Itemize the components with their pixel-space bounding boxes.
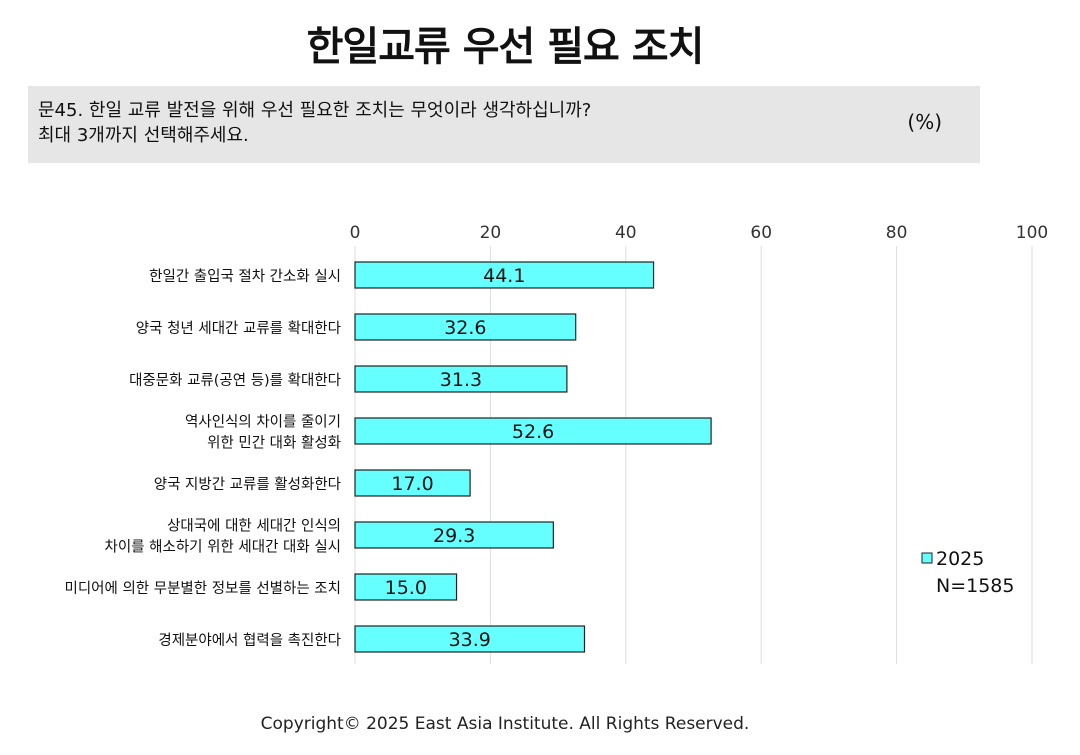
bar: [354, 313, 577, 341]
x-tick-label: 60: [750, 223, 772, 243]
bar-value-label: 32.6: [444, 317, 486, 339]
bar-value-label: 44.1: [483, 265, 525, 287]
copyright-footer: Copyright© 2025 East Asia Institute. All…: [260, 714, 750, 734]
question-line-2: 최대 3개까지 선택해주세요.: [38, 125, 249, 146]
bar-value-label: 31.3: [440, 369, 482, 391]
x-tick-label: 20: [480, 223, 502, 243]
bar-value-label: 33.9: [449, 629, 491, 651]
category-label: 양국 청년 세대간 교류를 확대한다: [136, 320, 341, 337]
bar: [354, 417, 712, 445]
category-label: 경제분야에서 협력을 촉진한다: [158, 632, 341, 649]
x-tick-label: 0: [350, 223, 361, 243]
bar-chart: 0 20 40 60 80 100 44.1 한일간 출입국 절차 간소화 실시 32.6 양국 …: [64, 223, 1048, 664]
x-tick-label: 40: [615, 223, 637, 243]
bar-value-label: 15.0: [385, 577, 427, 599]
bar: [354, 469, 471, 497]
bar-value-label: 52.6: [512, 421, 554, 443]
page-title: 한일교류 우선 필요 조치: [306, 24, 705, 70]
legend-label: 2025: [936, 548, 984, 570]
question-box: 문45. 한일 교류 발전을 위해 우선 필요한 조치는 무엇이라 생각하십니까…: [28, 86, 980, 163]
category-label: 미디어에 의한 무분별한 정보를 선별하는 조치: [64, 580, 341, 597]
x-tick-label: 80: [886, 223, 908, 243]
bar: [354, 365, 568, 393]
legend-swatch: [921, 552, 933, 564]
category-label: 양국 지방간 교류를 활성화한다: [154, 476, 341, 493]
category-label: 위한 민간 대화 활성화: [207, 435, 341, 452]
bar: [354, 625, 586, 653]
category-label: 대중문화 교류(공연 등)를 확대한다: [129, 372, 341, 389]
question-line-1: 문45. 한일 교류 발전을 위해 우선 필요한 조치는 무엇이라 생각하십니까…: [38, 100, 592, 121]
question-text: 문45. 한일 교류 발전을 위해 우선 필요한 조치는 무엇이라 생각하십니까…: [38, 98, 591, 148]
category-label: 차이를 해소하기 위한 세대간 대화 실시: [105, 539, 341, 556]
category-label: 상대국에 대한 세대간 인식의: [167, 518, 341, 535]
x-tick-label: 100: [1016, 223, 1048, 243]
bar: [354, 521, 554, 549]
category-label: 역사인식의 차이를 줄이기: [185, 414, 341, 431]
legend-note: N=1585: [936, 575, 1015, 597]
bar-value-label: 29.3: [433, 525, 475, 547]
category-label: 한일간 출입국 절차 간소화 실시: [149, 268, 341, 285]
bar: [354, 261, 655, 289]
bar: [354, 573, 458, 601]
bar-value-label: 17.0: [391, 473, 433, 495]
unit-label: (%): [907, 110, 942, 134]
